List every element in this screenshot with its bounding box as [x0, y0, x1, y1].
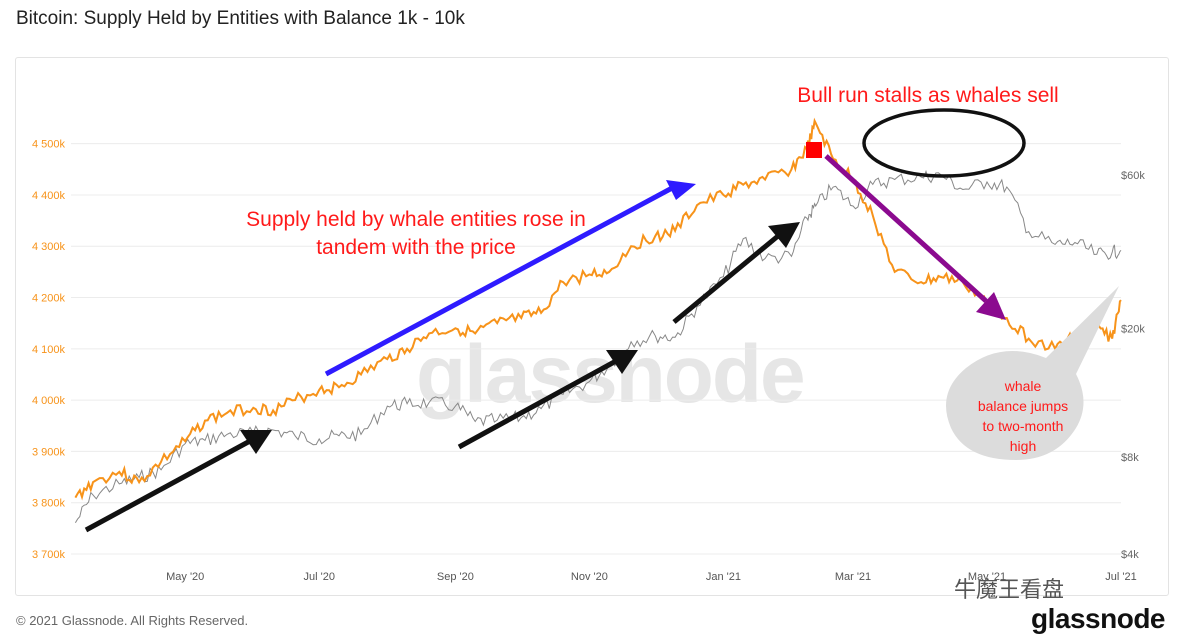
blue-arrowhead: [666, 180, 696, 200]
left-tick-label: 4 300k: [32, 241, 66, 253]
left-tick-label: 4 100k: [32, 344, 66, 356]
black-arrowhead-2: [606, 350, 638, 374]
red-square-marker: [806, 142, 822, 158]
gridlines: [71, 143, 1121, 555]
x-tick-label: May '21: [968, 571, 1006, 583]
right-tick-label: $4k: [1121, 549, 1139, 561]
right-tick-label: $20k: [1121, 324, 1145, 336]
black-arrow-3: [672, 234, 780, 324]
chart-panel: glassnode 3 700k 3 800k 3 900k 4 000k 4 100k…: [15, 57, 1169, 596]
annotation-supply-line1: Supply held by whale entities rose in: [246, 208, 586, 231]
top-ellipse: [862, 108, 1026, 178]
left-tick-label: 4 500k: [32, 139, 66, 151]
left-tick-label: 3 800k: [32, 498, 66, 510]
right-tick-label: $60k: [1121, 170, 1145, 182]
left-tick-label: 4 400k: [32, 190, 66, 202]
footer-copyright: © 2021 Glassnode. All Rights Reserved.: [16, 613, 249, 628]
black-arrow-1: [84, 438, 252, 533]
black-arrowhead-1: [240, 430, 272, 454]
right-tick-label: $8k: [1121, 452, 1139, 464]
series-lines: [74, 117, 1122, 524]
annotation-bubble-l4: high: [1010, 438, 1036, 454]
annotations: Bull run stalls as whales sell Supply he…: [84, 84, 1119, 533]
black-arrow-2: [457, 358, 618, 450]
x-tick-label: Nov '20: [571, 571, 608, 583]
right-axis-ticks: $4k $8k $20k $60k: [1121, 170, 1145, 561]
left-axis-ticks: 3 700k 3 800k 3 900k 4 000k 4 100k 4 200k 4 30…: [32, 139, 66, 561]
speech-bubble: [946, 286, 1119, 460]
left-tick-label: 3 900k: [32, 446, 66, 458]
annotation-bubble-l3: to two-month: [983, 418, 1064, 434]
price-line: [74, 169, 1122, 524]
annotation-bubble-l2: balance jumps: [978, 398, 1068, 414]
x-tick-label: Sep '20: [437, 571, 474, 583]
chart-svg: 3 700k 3 800k 3 900k 4 000k 4 100k 4 200k 4 30…: [32, 84, 1145, 583]
left-tick-label: 4 200k: [32, 293, 66, 305]
x-axis-ticks: May '20 Jul '20 Sep '20 Nov '20 Jan '21 Mar '…: [166, 571, 1137, 583]
black-arrowhead-3: [768, 222, 800, 248]
blue-arrow: [324, 184, 676, 377]
annotation-bubble-l1: whale: [1004, 378, 1042, 394]
x-tick-label: Jul '21: [1105, 571, 1136, 583]
purple-arrow: [824, 154, 988, 303]
annotation-bull-run: Bull run stalls as whales sell: [797, 84, 1058, 107]
glassnode-logo: glassnode: [1031, 603, 1165, 634]
left-tick-label: 4 000k: [32, 395, 66, 407]
x-tick-label: Jul '20: [303, 571, 334, 583]
left-tick-label: 3 700k: [32, 549, 66, 561]
x-tick-label: Jan '21: [706, 571, 741, 583]
x-tick-label: May '20: [166, 571, 204, 583]
x-tick-label: Mar '21: [835, 571, 871, 583]
wechat-watermark: 牛魔王看盘: [954, 578, 1065, 603]
annotation-supply-line2: tandem with the price: [316, 236, 516, 259]
purple-arrowhead: [976, 292, 1006, 320]
chart-title: Bitcoin: Supply Held by Entities with Ba…: [16, 8, 465, 29]
